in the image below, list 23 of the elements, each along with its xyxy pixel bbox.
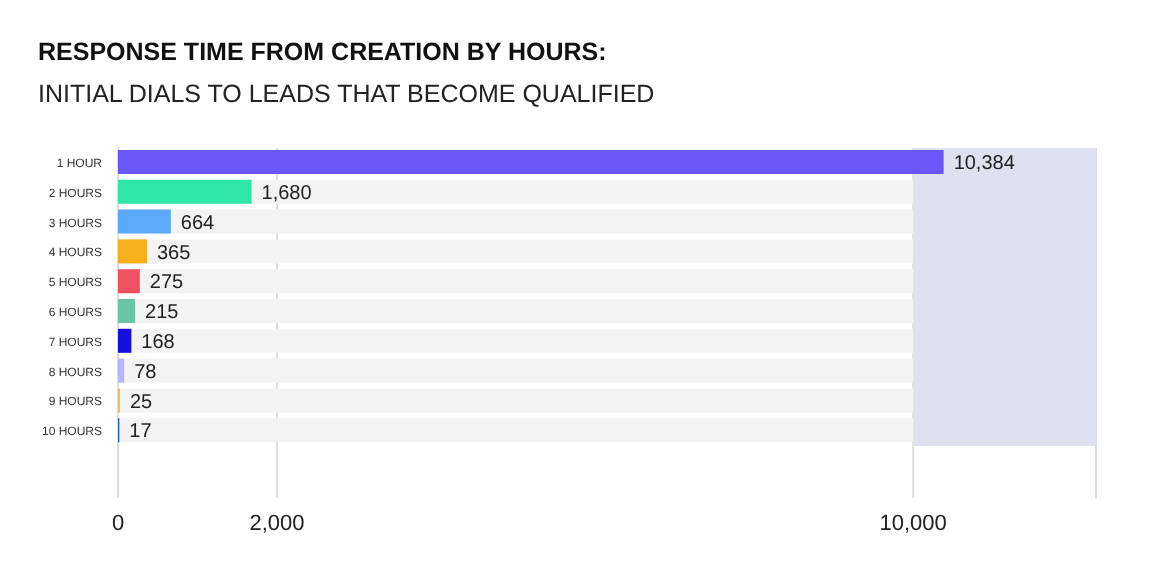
data-label: 78 [134,361,158,384]
bar [118,328,132,353]
data-label: 168 [141,331,176,354]
data-label: 1,680 [261,182,313,205]
data-label: 215 [145,302,180,325]
data-label: 365 [157,242,192,265]
data-label: 10,384 [953,153,1016,176]
data-label: 664 [180,212,216,235]
bar [118,358,125,383]
bar [118,209,171,234]
bar [118,150,944,174]
bar [118,299,136,323]
data-label: 275 [149,272,185,295]
x-tick-label: 10,000 [879,511,947,536]
bar [118,239,148,264]
bar [118,179,252,204]
x-tick-label: 2,000 [249,511,305,536]
chart-subtitle: INITIAL DIALS TO LEADS THAT BECOME QUALIFIED [38,80,655,108]
chart-title: RESPONSE TIME FROM CREATION BY HOURS: [38,38,607,66]
x-tick-label: 0 [111,511,125,536]
data-label: 25 [129,391,154,414]
bar [118,269,140,294]
data-label: 17 [129,421,153,444]
